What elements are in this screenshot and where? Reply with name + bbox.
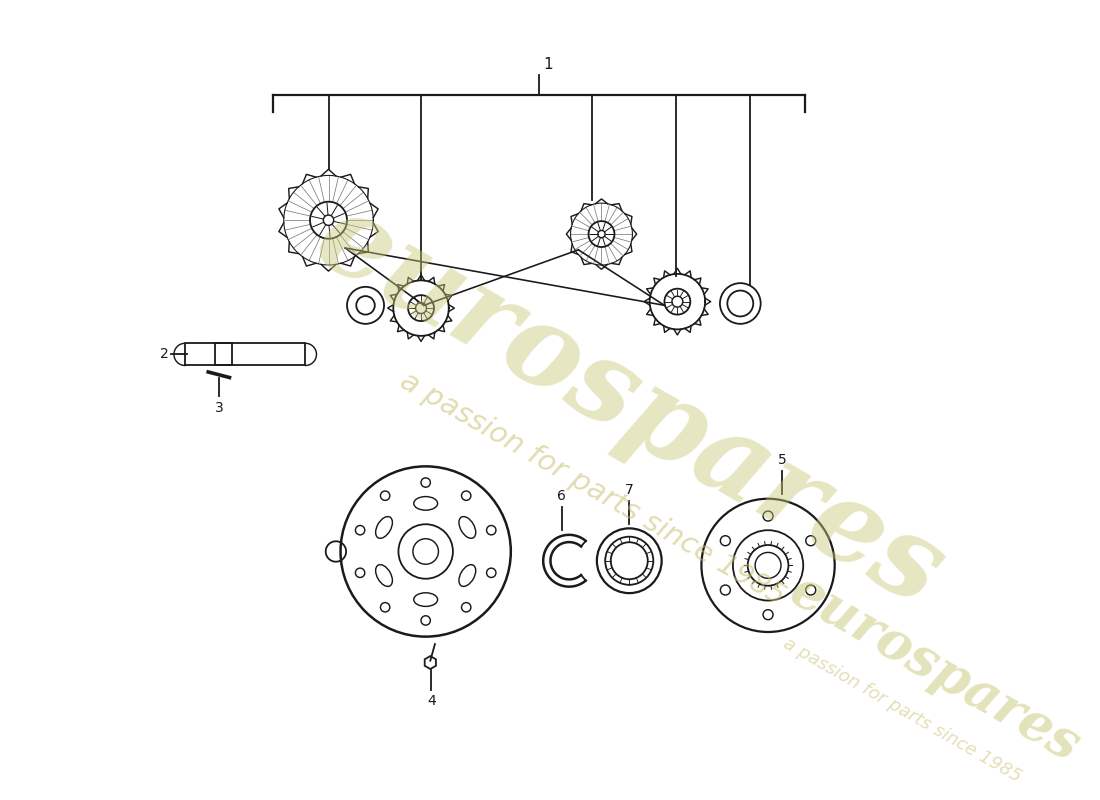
- Text: eurospares: eurospares: [781, 566, 1089, 773]
- Text: 6: 6: [558, 490, 566, 503]
- Text: 3: 3: [214, 401, 223, 414]
- Text: a passion for parts since 1985: a passion for parts since 1985: [395, 366, 790, 610]
- Text: 5: 5: [778, 454, 786, 467]
- Text: 4: 4: [427, 694, 436, 708]
- Text: eurospares: eurospares: [296, 181, 962, 630]
- Text: a passion for parts since 1985: a passion for parts since 1985: [780, 635, 1024, 786]
- Text: 2: 2: [160, 347, 168, 362]
- Text: 1: 1: [543, 57, 553, 72]
- Text: 7: 7: [625, 483, 634, 497]
